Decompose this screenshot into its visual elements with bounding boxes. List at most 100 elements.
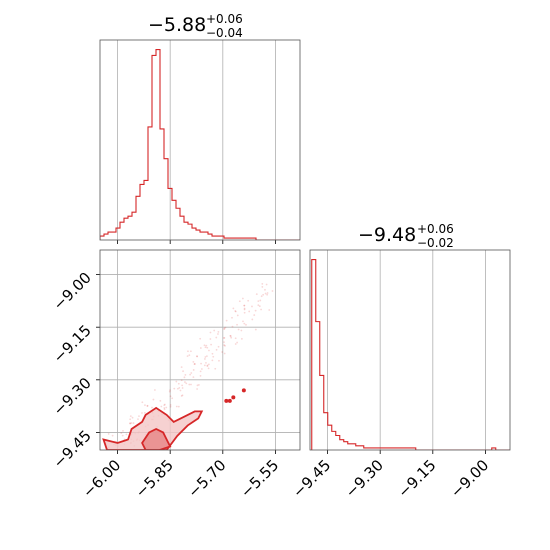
p2-sample-point bbox=[255, 293, 258, 296]
p2-sample-point bbox=[222, 337, 225, 339]
p2-sample-point bbox=[92, 457, 94, 459]
panel-2-title-plus: +0.06 bbox=[417, 222, 454, 236]
p2-sample-point bbox=[175, 405, 178, 408]
p2-sample-point bbox=[181, 384, 184, 387]
p2-sample-point bbox=[221, 351, 224, 353]
p2-sample-point bbox=[192, 376, 195, 378]
p2-sample-point bbox=[180, 379, 183, 382]
p1-frame bbox=[99, 39, 301, 241]
p2-sample-point bbox=[183, 376, 186, 379]
p2-sample-point bbox=[193, 363, 196, 365]
p2-sample-point bbox=[189, 350, 192, 353]
p2-sample-point bbox=[185, 382, 188, 385]
p2-sample-point bbox=[181, 387, 184, 389]
p3-histogram-steps bbox=[311, 258, 510, 450]
p2-sample-point bbox=[205, 355, 208, 358]
p2-xtick-label-3: −5.55 bbox=[237, 456, 282, 501]
p2-sample-point bbox=[204, 346, 207, 349]
p2-sample-point bbox=[223, 328, 226, 330]
p2-sample-point bbox=[266, 292, 269, 294]
p2-sample-point bbox=[138, 415, 140, 418]
p2-sample-point bbox=[173, 387, 176, 390]
p2-sample-point bbox=[171, 397, 174, 400]
p2-sample-point bbox=[125, 433, 128, 436]
p2-sample-point bbox=[210, 343, 213, 346]
p2-sample-point bbox=[198, 383, 200, 386]
p2-sample-point bbox=[159, 399, 162, 402]
p2-sample-point bbox=[205, 344, 208, 347]
p2-sample-point bbox=[260, 295, 263, 298]
p2-sample-point bbox=[243, 311, 246, 314]
p2-sample-point bbox=[236, 341, 239, 344]
p2-outer-contour bbox=[102, 406, 204, 450]
p2-sample-point bbox=[241, 297, 244, 300]
p2-sample-point bbox=[179, 389, 182, 392]
p2-sample-point bbox=[196, 388, 198, 390]
p2-sample-point bbox=[207, 367, 210, 370]
panel-1-title-value: −5.88 bbox=[148, 14, 206, 36]
p2-sample-point bbox=[111, 452, 113, 454]
p2-sample-point bbox=[114, 455, 116, 457]
p2-sample-point bbox=[163, 404, 166, 407]
p2-sample-point bbox=[203, 344, 206, 347]
p2-sample-point bbox=[196, 355, 198, 358]
p2-sample-point bbox=[261, 282, 264, 285]
p2-sample-point bbox=[200, 362, 202, 365]
p2-sample-point bbox=[177, 382, 180, 385]
p2-sample-point bbox=[223, 327, 226, 330]
p2-sample-point bbox=[257, 300, 260, 303]
p2-sample-point bbox=[184, 374, 187, 376]
p2-sample-point bbox=[199, 370, 202, 373]
p2-sample-point bbox=[254, 328, 257, 331]
p3-xtick-label-1: −9.30 bbox=[342, 456, 387, 501]
p2-sample-point bbox=[169, 395, 172, 398]
p2-sample-point bbox=[122, 429, 124, 432]
p2-outlier-point-2 bbox=[227, 398, 232, 403]
p2-sample-point bbox=[146, 405, 149, 407]
p2-sample-point bbox=[168, 390, 171, 393]
p2-sample-point bbox=[153, 389, 156, 391]
p2-sample-point bbox=[193, 363, 196, 365]
p2-sample-point bbox=[253, 314, 256, 316]
p2-sample-point bbox=[205, 361, 207, 364]
p2-sample-point bbox=[209, 331, 212, 334]
p2-sample-point bbox=[243, 322, 246, 325]
panel-2-title-value: −9.48 bbox=[358, 224, 416, 246]
p2-sample-point bbox=[223, 337, 226, 339]
p2-sample-point bbox=[163, 408, 166, 411]
p2-sample-point bbox=[132, 422, 135, 424]
p2-outlier-point-0 bbox=[241, 388, 246, 393]
p2-ytick-label-3: −9.45 bbox=[50, 427, 95, 472]
p2-sample-point bbox=[242, 320, 244, 323]
p2-sample-point bbox=[169, 404, 172, 406]
p2-sample-point bbox=[251, 318, 254, 321]
p2-sample-point bbox=[93, 458, 95, 460]
p2-sample-point bbox=[163, 407, 166, 409]
p2-sample-point bbox=[245, 323, 247, 326]
histogram-panel-1 bbox=[99, 39, 301, 244]
p2-sample-point bbox=[93, 450, 95, 452]
p2-sample-point bbox=[268, 309, 271, 311]
p2-sample-point bbox=[234, 337, 237, 340]
p2-sample-point bbox=[206, 346, 209, 349]
p2-sample-point bbox=[141, 401, 144, 404]
p2-ytick-label-0: −9.00 bbox=[50, 269, 95, 314]
p2-xtick-label-2: −5.70 bbox=[184, 456, 229, 501]
p2-sample-point bbox=[180, 366, 183, 369]
p2-sample-point bbox=[264, 292, 267, 295]
p2-sample-point bbox=[211, 359, 214, 362]
p2-sample-point bbox=[211, 352, 214, 355]
p2-sample-point bbox=[214, 367, 217, 370]
p2-ytick-label-1: −9.15 bbox=[50, 321, 95, 366]
p2-sample-point bbox=[257, 304, 260, 307]
p2-sample-point bbox=[120, 432, 123, 435]
histogram-panel-2: −9.45 −9.30 −9.15 −9.00 bbox=[289, 249, 511, 501]
p2-ytick-label-2: −9.30 bbox=[50, 374, 95, 419]
p2-sample-point bbox=[236, 314, 239, 317]
p2-sample-point bbox=[121, 434, 124, 437]
p2-sample-point bbox=[217, 333, 219, 335]
p2-sample-point bbox=[224, 326, 227, 329]
p2-sample-point bbox=[137, 418, 139, 421]
p2-sample-point bbox=[184, 381, 186, 383]
